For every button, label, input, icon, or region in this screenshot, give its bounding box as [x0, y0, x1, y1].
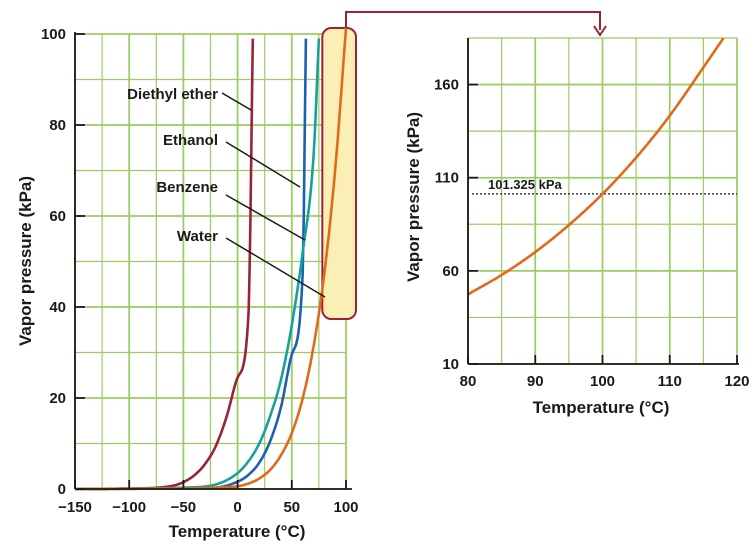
zoom-highlight-region	[321, 27, 358, 320]
left-x-tick-label: −150	[58, 499, 92, 516]
right-chart-grid	[467, 37, 738, 365]
right-x-tick-label: 100	[590, 373, 615, 390]
right-chart-series	[467, 37, 725, 296]
left-chart-series-labels: Diethyl ether Ethanol Benzene Water	[127, 86, 218, 245]
right-y-tick-label: 160	[434, 77, 459, 94]
right-y-tick-label: 10	[442, 356, 459, 373]
series-line-ethanol	[74, 38, 308, 491]
left-x-tick-label: 100	[333, 499, 358, 516]
leader-line	[225, 141, 301, 188]
left-chart-axes	[74, 32, 352, 490]
left-x-tick-label: −50	[171, 499, 196, 516]
left-y-tick-label: 0	[58, 481, 66, 498]
right-x-tick-label: 120	[724, 373, 749, 390]
series-label-ethanol: Ethanol	[163, 132, 218, 149]
left-x-tick-label: 0	[233, 499, 241, 516]
zoom-connector-arrow	[345, 11, 601, 30]
leader-line	[221, 92, 252, 111]
left-y-tick-label: 80	[49, 117, 66, 134]
zoom-series-line-water	[467, 37, 725, 296]
right-chart-tick-labels: 80 90 100 110 120 10 60 110 160	[434, 77, 750, 390]
series-label-benzene: Benzene	[156, 179, 218, 196]
left-y-tick-label: 60	[49, 208, 66, 225]
zoom-connector-arrowhead	[593, 25, 607, 37]
right-chart-reference: 101.325 kPa	[472, 177, 737, 195]
left-x-axis-title: Temperature (°C)	[169, 522, 306, 541]
left-y-tick-label: 40	[49, 299, 66, 316]
left-x-tick-label: −100	[112, 499, 146, 516]
right-x-tick-label: 80	[460, 373, 477, 390]
series-label-water: Water	[177, 228, 218, 245]
right-y-axis-title: Vapor pressure (kPa)	[404, 112, 423, 282]
series-label-diethyl-ether: Diethyl ether	[127, 86, 218, 103]
left-chart-tick-labels: −150 −100 −50 0 50 100 0 20 40 60 80 100	[41, 26, 359, 516]
right-x-tick-label: 110	[658, 373, 682, 390]
right-y-tick-label: 60	[442, 263, 459, 280]
leader-line	[225, 237, 326, 298]
leader-line	[225, 194, 306, 241]
right-chart-axes	[467, 38, 739, 365]
left-y-tick-label: 20	[49, 390, 66, 407]
left-y-axis-title: Vapor pressure (kPa)	[16, 176, 35, 346]
right-y-tick-label: 110	[435, 170, 459, 187]
reference-line-label: 101.325 kPa	[488, 177, 563, 192]
highlight-rect	[321, 27, 358, 320]
right-x-tick-label: 90	[527, 373, 544, 390]
left-y-tick-label: 100	[41, 26, 66, 43]
left-chart-label-leaders	[221, 92, 326, 298]
series-line-benzene	[74, 38, 321, 491]
right-x-axis-title: Temperature (°C)	[533, 398, 670, 417]
left-x-tick-label: 50	[283, 499, 300, 516]
